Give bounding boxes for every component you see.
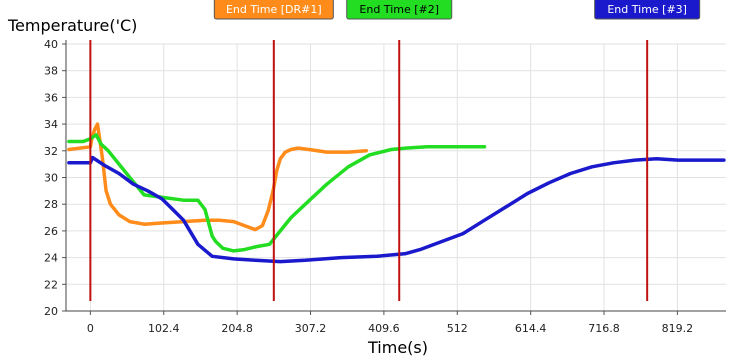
marker-label-box-3 xyxy=(594,0,701,20)
grid-layer xyxy=(66,43,726,312)
y-tick-label: 22 xyxy=(44,278,58,291)
series-line-2 xyxy=(67,133,487,253)
y-tick-label: 38 xyxy=(44,65,58,78)
y-axis-label: Temperature('C) xyxy=(7,16,137,35)
x-tick-label: 0 xyxy=(87,322,94,335)
x-axis-label: Time(s) xyxy=(367,338,428,357)
y-tick-label: 32 xyxy=(44,145,58,158)
x-tick-label: 102.4 xyxy=(148,322,180,335)
y-tick-label: 20 xyxy=(44,305,58,318)
x-tick-label: 819.2 xyxy=(662,322,694,335)
marker-label-1: End Time [DR#1] xyxy=(226,3,322,16)
marker-label-2: End Time [#2] xyxy=(359,3,439,16)
y-tick-label: 34 xyxy=(44,118,58,131)
y-tick-label: 26 xyxy=(44,225,58,238)
y-tick-label: 24 xyxy=(44,252,58,265)
y-tick-label: 30 xyxy=(44,172,58,185)
x-tick-label: 307.2 xyxy=(295,322,327,335)
series-layer xyxy=(67,122,726,264)
y-tick-label: 36 xyxy=(44,91,58,104)
y-tick-label: 40 xyxy=(44,38,58,51)
axis-layer: 20 22 24 26 28 30 32 34 36 38 40 0 102.4 204.8 307.2 40… xyxy=(44,38,726,335)
y-tick-label: 28 xyxy=(44,198,58,211)
marker-label-3: End Time [#3] xyxy=(607,3,687,16)
x-tick-label: 614.4 xyxy=(515,322,547,335)
x-tick-label: 204.8 xyxy=(221,322,253,335)
marker-label-box-1 xyxy=(213,0,334,20)
x-tick-label: 716.8 xyxy=(588,322,620,335)
x-tick-label: 512 xyxy=(447,322,468,335)
x-tick-label: 409.6 xyxy=(368,322,400,335)
series-line-3 xyxy=(67,155,726,264)
marker-layer: End Time [DR#1] End Time [#2] End Time [#3… xyxy=(89,0,701,301)
series-line-1 xyxy=(67,122,369,232)
marker-label-box-2 xyxy=(346,0,453,20)
